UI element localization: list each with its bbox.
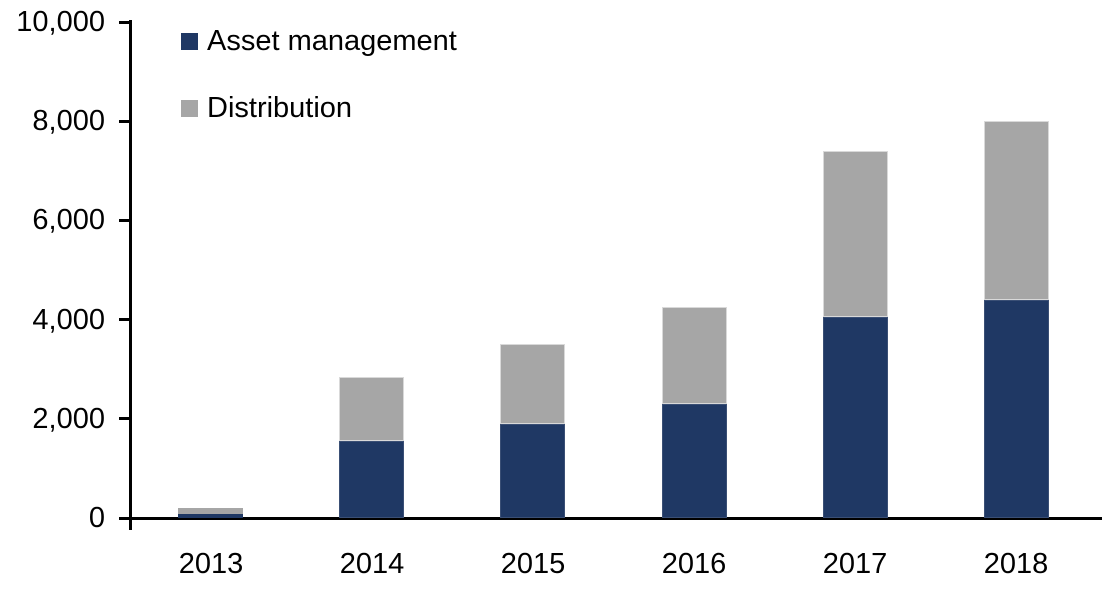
y-tick-label: 10,000 bbox=[16, 6, 105, 38]
y-tick-mark bbox=[119, 417, 130, 420]
legend-label-distribution: Distribution bbox=[207, 92, 353, 124]
y-tick-mark bbox=[119, 318, 130, 321]
bar-segment-2014-distribution bbox=[339, 376, 404, 442]
bar-segment-2015-asset-management bbox=[500, 423, 565, 518]
y-tick-mark bbox=[119, 120, 130, 123]
bar-segment-2013-asset-management bbox=[178, 513, 243, 518]
x-tick-label-2014: 2014 bbox=[339, 548, 405, 580]
y-tick-mark bbox=[119, 517, 130, 520]
y-tick-label: 4,000 bbox=[32, 304, 105, 336]
asset-management-swatch-icon bbox=[181, 32, 198, 50]
x-axis-line bbox=[129, 517, 1102, 520]
y-tick-label: 6,000 bbox=[32, 204, 105, 236]
legend-item-distribution: Distribution bbox=[181, 92, 352, 124]
legend-item-asset-management: Asset management bbox=[181, 25, 457, 57]
y-tick-label: 2,000 bbox=[32, 403, 105, 435]
bar-segment-2016-asset-management bbox=[662, 403, 727, 518]
x-tick-label-2016: 2016 bbox=[661, 548, 727, 580]
bar-segment-2017-distribution bbox=[823, 151, 888, 318]
bar-segment-2014-asset-management bbox=[339, 441, 404, 518]
bar-segment-2018-distribution bbox=[984, 121, 1049, 300]
bar-segment-2015-distribution bbox=[500, 344, 565, 424]
x-tick-label-2015: 2015 bbox=[500, 548, 566, 580]
bar-segment-2016-distribution bbox=[662, 307, 727, 404]
x-tick-label-2013: 2013 bbox=[178, 548, 244, 580]
y-tick-label: 0 bbox=[88, 502, 105, 534]
y-tick-mark bbox=[119, 219, 130, 222]
x-tick-label-2018: 2018 bbox=[983, 548, 1049, 580]
distribution-swatch-icon bbox=[181, 99, 198, 117]
y-tick-mark bbox=[119, 21, 130, 24]
bar-segment-2017-asset-management bbox=[823, 317, 888, 518]
x-tick-label-2017: 2017 bbox=[822, 548, 888, 580]
bar-segment-2013-distribution bbox=[178, 508, 243, 514]
bar-segment-2018-asset-management bbox=[984, 299, 1049, 518]
legend-label-asset-management: Asset management bbox=[207, 25, 457, 57]
y-tick-label: 8,000 bbox=[32, 105, 105, 137]
y-axis-line bbox=[129, 20, 132, 530]
